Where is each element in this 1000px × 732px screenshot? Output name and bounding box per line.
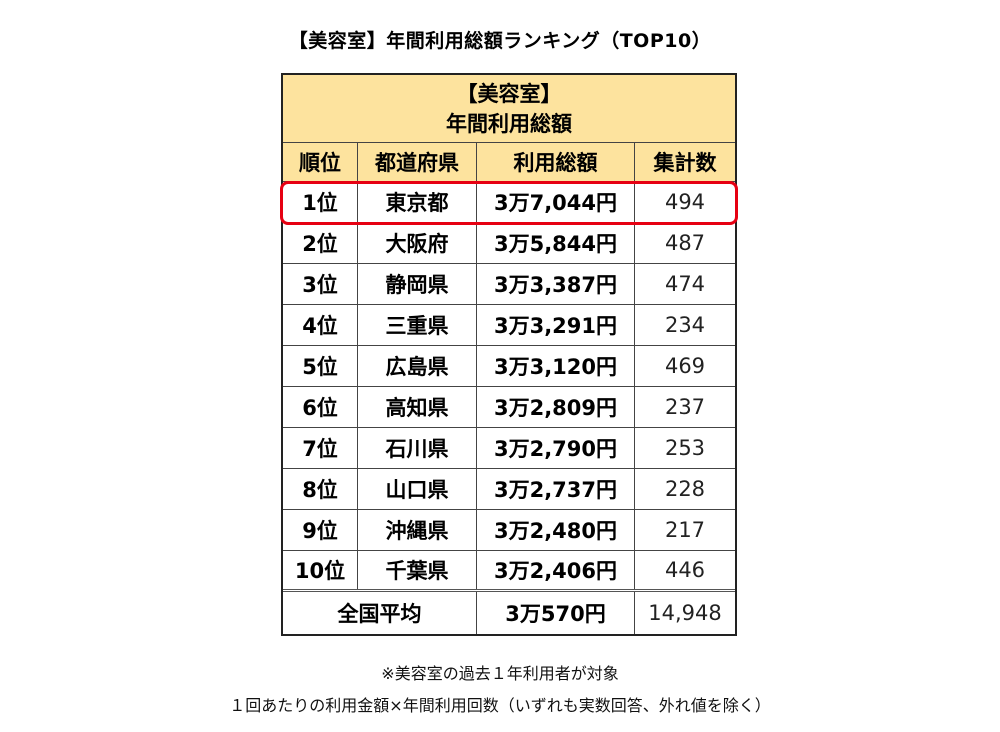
rank-cell: 10位 [283,551,358,589]
column-header-row: 順位 都道府県 利用総額 集計数 [283,143,735,182]
prefecture-cell: 山口県 [358,469,477,509]
count-cell: 446 [664,558,706,582]
rank-cell: 6位 [283,387,358,427]
table-row: 10位 千葉県 3万2,406円 446 [283,551,735,592]
col-rank: 順位 [283,143,358,181]
average-total: 3万570円 [477,592,635,634]
table-row: 4位 三重県 3万3,291円 234 [283,305,735,346]
prefecture-cell: 三重県 [358,305,477,345]
count-cell: 217 [664,518,706,542]
prefecture-cell: 沖縄県 [358,510,477,550]
count-cell: 253 [664,436,706,460]
total-cell: 3万5,844円 [477,223,635,263]
prefecture-cell: 大阪府 [358,223,477,263]
table-row: 7位 石川県 3万2,790円 253 [283,428,735,469]
total-cell: 3万2,790円 [477,428,635,468]
count-cell: 474 [664,272,706,296]
count-cell: 237 [664,395,706,419]
table-row: 3位 静岡県 3万3,387円 474 [283,264,735,305]
total-cell: 3万2,480円 [477,510,635,550]
table-row: 1位 東京都 3万7,044円 494 [283,182,735,223]
prefecture-cell: 静岡県 [358,264,477,304]
total-cell: 3万3,387円 [477,264,635,304]
table-row: 8位 山口県 3万2,737円 228 [283,469,735,510]
count-cell: 494 [664,190,706,214]
table-row: 2位 大阪府 3万5,844円 487 [283,223,735,264]
rank-cell: 9位 [283,510,358,550]
table-header: 【美容室】 年間利用総額 [283,75,735,143]
prefecture-cell: 高知県 [358,387,477,427]
average-label: 全国平均 [283,592,477,634]
count-cell: 487 [664,231,706,255]
col-total: 利用総額 [477,143,635,181]
total-cell: 3万2,737円 [477,469,635,509]
rank-cell: 8位 [283,469,358,509]
page-title: 【美容室】年間利用総額ランキング（TOP10） [288,30,712,52]
footnote-method: １回あたりの利用金額×年間利用回数（いずれも実数回答、外れ値を除く） [229,696,771,715]
prefecture-cell: 石川県 [358,428,477,468]
table-row: 5位 広島県 3万3,120円 469 [283,346,735,387]
rank-cell: 1位 [283,182,358,222]
total-cell: 3万3,120円 [477,346,635,386]
count-cell: 469 [664,354,706,378]
national-average-row: 全国平均 3万570円 14,948 [283,592,735,634]
total-cell: 3万7,044円 [477,182,635,222]
average-count: 14,948 [648,601,722,625]
rank-cell: 2位 [283,223,358,263]
ranking-table: 【美容室】 年間利用総額 順位 都道府県 利用総額 集計数 1位 東京都 3万7… [281,73,737,636]
total-cell: 3万3,291円 [477,305,635,345]
rank-cell: 7位 [283,428,358,468]
col-count: 集計数 [653,151,717,175]
table-row: 6位 高知県 3万2,809円 237 [283,387,735,428]
table-header-line2: 年間利用総額 [446,111,572,136]
total-cell: 3万2,406円 [477,551,635,589]
footnote-scope: ※美容室の過去１年利用者が対象 [381,664,619,683]
count-cell: 228 [664,477,706,501]
prefecture-cell: 千葉県 [358,551,477,589]
total-cell: 3万2,809円 [477,387,635,427]
prefecture-cell: 広島県 [358,346,477,386]
table-row: 9位 沖縄県 3万2,480円 217 [283,510,735,551]
table-header-line1: 【美容室】 [456,81,562,106]
rank-cell: 3位 [283,264,358,304]
rank-cell: 5位 [283,346,358,386]
prefecture-cell: 東京都 [358,182,477,222]
rank-cell: 4位 [283,305,358,345]
col-prefecture: 都道府県 [358,143,477,181]
count-cell: 234 [664,313,706,337]
